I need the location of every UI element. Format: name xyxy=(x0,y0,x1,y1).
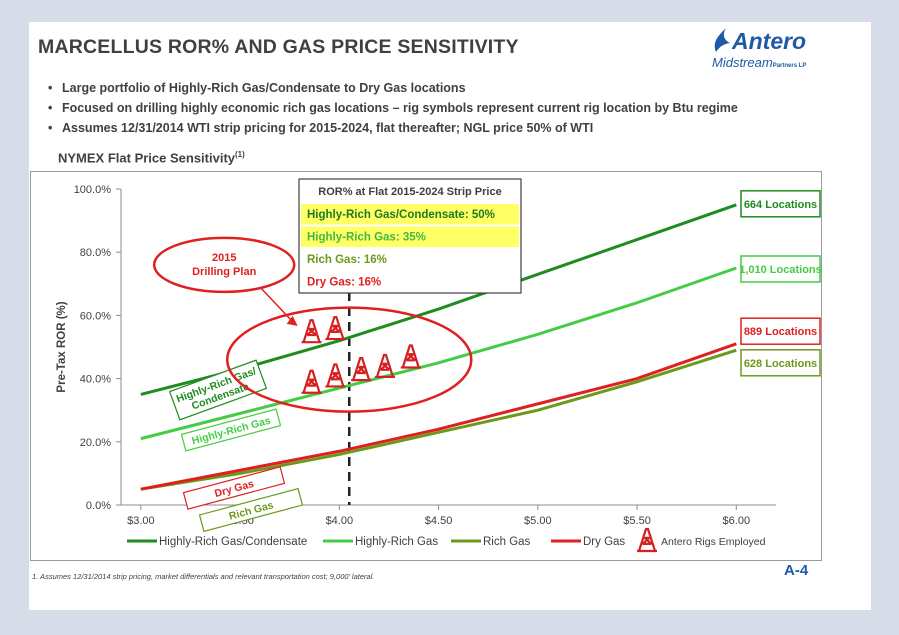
curve-label-dry-gas: Dry Gas xyxy=(182,466,286,510)
rig-icon xyxy=(325,363,346,388)
ror-row-label: Highly-Rich Gas: 35% xyxy=(307,232,426,244)
x-tick-label: $4.50 xyxy=(425,515,453,527)
y-tick-label: 40.0% xyxy=(80,374,111,386)
rig-icon xyxy=(400,344,421,369)
rig-icon-shape xyxy=(325,363,346,388)
series-line-2 xyxy=(140,348,737,491)
series-line-3 xyxy=(140,342,737,491)
chart-box: 0.0%20.0%40.0%60.0%80.0%100.0%$3.00$3.50… xyxy=(30,171,822,561)
y-tick-label: 80.0% xyxy=(80,247,111,259)
rig-icon-shape xyxy=(374,353,395,379)
rig-icon xyxy=(325,315,346,341)
rig-icon-shape xyxy=(351,357,372,382)
rig-icon xyxy=(351,357,372,382)
curve-label-rich-gas-box xyxy=(198,487,304,533)
locations-label: 628 Locations xyxy=(744,358,817,370)
rig-icon-shape xyxy=(400,344,421,369)
bullet-item: Assumes 12/31/2014 WTI strip pricing for… xyxy=(48,118,738,138)
legend-label: Highly-Rich Gas xyxy=(355,536,438,548)
ror-row-label: Highly-Rich Gas/Condensate: 50% xyxy=(307,209,495,221)
antero-logo: Antero MidstreamPartners LP xyxy=(706,26,816,76)
ror-row-highlight xyxy=(301,204,519,225)
locations-box xyxy=(740,190,821,218)
rig-icon xyxy=(301,319,322,344)
logo-sub: MidstreamPartners LP xyxy=(712,55,806,70)
page-number: A-4 xyxy=(784,562,809,579)
drilling-plan-callout xyxy=(152,236,296,294)
drilling-plan-ellipse xyxy=(226,306,473,413)
bullet-list: Large portfolio of Highly-Rich Gas/Conde… xyxy=(48,78,738,138)
ror-row-label: Dry Gas: 16% xyxy=(307,277,381,289)
y-tick-label: 20.0% xyxy=(80,437,111,449)
locations-label: 1,010 Locations xyxy=(739,264,821,276)
drilling-plan-text: Drilling Plan xyxy=(192,266,256,278)
x-tick-label: $4.00 xyxy=(326,515,354,527)
ror-chart: 0.0%20.0%40.0%60.0%80.0%100.0%$3.00$3.50… xyxy=(56,178,822,553)
drilling-plan-year: 2015 xyxy=(212,252,236,264)
bullet-item: Large portfolio of Highly-Rich Gas/Conde… xyxy=(48,78,738,98)
y-tick-label: 60.0% xyxy=(80,310,111,322)
x-tick-label: $6.00 xyxy=(723,515,751,527)
logo-word: Antero xyxy=(732,28,807,54)
bullet-item: Focused on drilling highly economic rich… xyxy=(48,98,738,118)
footnote: 1. Assumes 12/31/2014 strip pricing, mar… xyxy=(32,572,375,581)
locations-label: 889 Locations xyxy=(744,326,817,338)
rig-icon-shape xyxy=(325,315,346,341)
rig-icon-shape xyxy=(301,369,322,394)
drilling-plan-arrow xyxy=(259,286,297,326)
legend-label-rigs: Antero Rigs Employed xyxy=(661,536,766,548)
logo-midstream: Midstream xyxy=(712,55,773,70)
x-tick-label: $3.00 xyxy=(127,515,155,527)
rig-icon xyxy=(374,353,395,379)
curve-label-highly-rich-condensate-box xyxy=(168,359,268,421)
page-title: MARCELLUS ROR% AND GAS PRICE SENSITIVITY xyxy=(38,36,519,58)
legend-rig-icon-shape xyxy=(637,527,657,553)
y-axis-label: Pre-Tax ROR (%) xyxy=(56,301,68,392)
subtitle-footnote-ref: (1) xyxy=(235,150,245,159)
arrow-head xyxy=(286,315,298,326)
legend-label: Dry Gas xyxy=(583,536,625,548)
locations-box xyxy=(740,255,821,283)
flame-icon xyxy=(714,28,730,52)
subtitle-text: NYMEX Flat Price Sensitivity xyxy=(58,150,236,166)
curve-label-dry-gas-box xyxy=(182,466,286,510)
ror-box-title: ROR% at Flat 2015-2024 Strip Price xyxy=(318,186,501,198)
locations-label: 664 Locations xyxy=(744,199,817,211)
rig-icon-shape xyxy=(301,319,322,344)
locations-box xyxy=(740,349,821,377)
ror-row-highlight xyxy=(301,226,519,247)
y-tick-label: 0.0% xyxy=(86,500,111,512)
ror-row-label: Rich Gas: 16% xyxy=(307,254,387,266)
rig-icon xyxy=(301,369,322,394)
x-tick-label: $5.00 xyxy=(524,515,552,527)
chart-subtitle: NYMEX Flat Price Sensitivity(1) xyxy=(58,150,245,165)
locations-box xyxy=(740,317,821,345)
logo-partners: Partners LP xyxy=(772,63,807,69)
legend-label: Highly-Rich Gas/Condensate xyxy=(159,536,307,548)
x-tick-label: $5.50 xyxy=(623,515,651,527)
curve-label-highly-rich-gas-box xyxy=(180,408,282,452)
legend-rig-icon xyxy=(637,527,657,553)
y-tick-label: 100.0% xyxy=(74,184,112,196)
series-line-1 xyxy=(140,266,737,441)
legend-label: Rich Gas xyxy=(483,536,531,548)
